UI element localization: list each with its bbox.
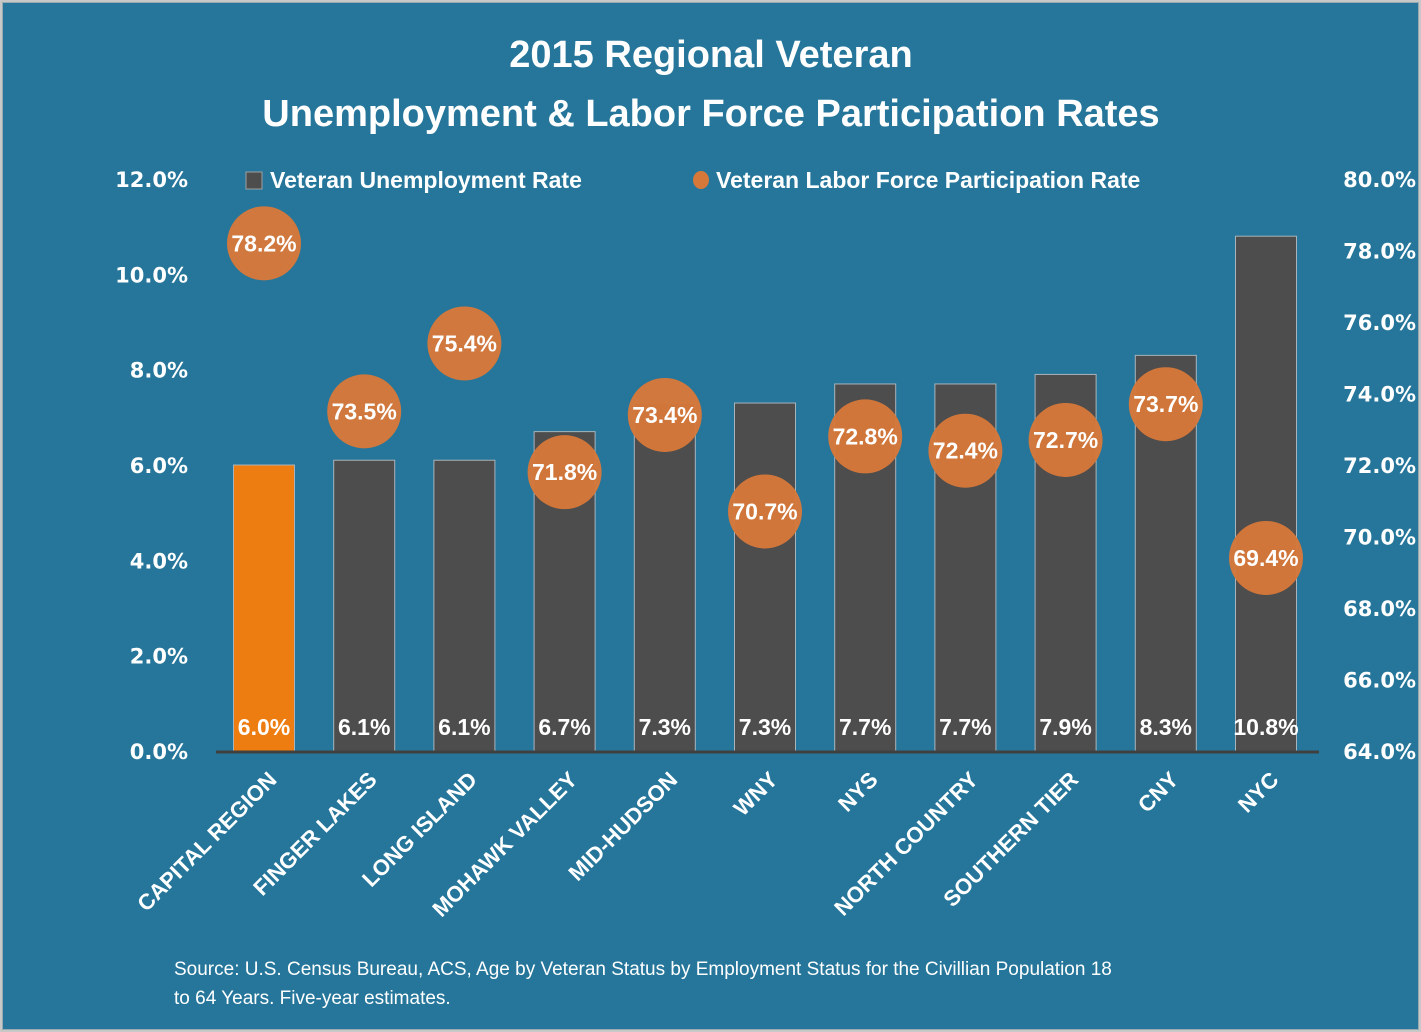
scatter-series: 78.2% 73.5% 75.4% 71.8% 73.4% 70.7% 72.8% 72.4%… (227, 206, 1303, 595)
left-axis-tick-label: 8.0% (130, 359, 188, 383)
bar-data-label: 6.1% (338, 714, 390, 740)
right-y-axis: 64.0% 66.0% 68.0% 70.0% 72.0% 74.0% 76.0% 78.0%… (1343, 168, 1416, 764)
bar-data-label: 8.3% (1140, 714, 1192, 740)
right-axis-tick-label: 64.0% (1343, 740, 1416, 764)
scatter-data-label: 72.7% (1033, 427, 1098, 453)
legend-swatch-participation (693, 171, 709, 189)
scatter-point (928, 413, 1003, 488)
x-axis-category-label: NYC (1233, 767, 1284, 818)
bar (433, 459, 496, 752)
scatter-point (1028, 402, 1103, 477)
scatter-data-label: 73.5% (332, 398, 397, 424)
chart: 2015 Regional Veteran Unemployment & Lab… (115, 34, 1416, 922)
bar-data-label: 6.0% (238, 714, 290, 740)
scatter-data-label: 73.4% (632, 402, 697, 428)
scatter-point (527, 435, 602, 510)
bar-data-label: 10.8% (1233, 714, 1298, 740)
legend-swatch-unemployment (245, 171, 263, 190)
left-axis-tick-label: 4.0% (130, 549, 188, 573)
chart-title-line-1: 2015 Regional Veteran (509, 34, 912, 76)
scatter-data-label: 72.4% (933, 438, 998, 464)
scatter-data-label: 73.7% (1133, 391, 1198, 417)
left-axis-tick-label: 12.0% (115, 168, 188, 192)
scatter-data-label: 72.8% (833, 423, 898, 449)
scatter-data-label: 75.4% (432, 330, 497, 356)
left-axis-tick-label: 0.0% (130, 740, 188, 764)
bar-series (233, 235, 1297, 752)
scatter-point (427, 306, 502, 381)
bar-data-label: 7.7% (939, 714, 991, 740)
right-axis-tick-label: 68.0% (1343, 597, 1416, 621)
bar (633, 402, 696, 752)
bar-data-labels: 6.0% 6.1% 6.1% 6.7% 7.3% 7.3% 7.7% 7.7% 7.9% 8.3%… (238, 714, 1299, 740)
scatter-point (227, 206, 301, 281)
x-axis-category-label: NYS (833, 767, 883, 817)
chart-title-line-2: Unemployment & Labor Force Participation… (262, 93, 1159, 135)
scatter-point (327, 374, 402, 449)
scatter-point (728, 474, 802, 549)
bar-data-label: 7.7% (839, 714, 891, 740)
bar-data-label: 7.3% (639, 714, 691, 740)
scatter-point (828, 399, 903, 474)
legend-label-unemployment: Veteran Unemployment Rate (270, 167, 582, 193)
scatter-point (627, 377, 702, 452)
scatter-data-label: 78.2% (231, 230, 296, 256)
right-axis-tick-label: 80.0% (1343, 168, 1416, 192)
bar-data-label: 6.1% (438, 714, 490, 740)
bar (734, 402, 796, 752)
scatter-point (1229, 520, 1303, 595)
legend: Veteran Unemployment Rate Veteran Labor … (245, 167, 1140, 193)
scatter-point (1128, 367, 1203, 442)
scatter-data-label: 71.8% (532, 459, 597, 485)
legend-label-participation: Veteran Labor Force Participation Rate (716, 167, 1140, 193)
bar (233, 464, 295, 752)
scatter-data-label: 70.7% (732, 498, 797, 524)
bar (1235, 235, 1297, 752)
left-axis-tick-label: 10.0% (115, 263, 188, 287)
bar (333, 459, 396, 752)
source-note: Source: U.S. Census Bureau, ACS, Age by … (174, 955, 1314, 1013)
source-line-1: Source: U.S. Census Bureau, ACS, Age by … (174, 959, 1112, 980)
right-axis-tick-label: 78.0% (1343, 240, 1416, 264)
source-line-2: to 64 Years. Five-year estimates. (174, 988, 451, 1009)
left-axis-tick-label: 6.0% (130, 454, 188, 478)
right-axis-tick-label: 70.0% (1343, 526, 1416, 550)
left-y-axis: 0.0% 2.0% 4.0% 6.0% 8.0% 10.0% 12.0% (115, 168, 188, 764)
bar-data-label: 6.7% (538, 714, 590, 740)
right-axis-tick-label: 66.0% (1343, 669, 1416, 693)
left-axis-tick-label: 2.0% (130, 645, 188, 669)
right-axis-tick-label: 76.0% (1343, 311, 1416, 335)
right-axis-tick-label: 72.0% (1343, 454, 1416, 478)
scatter-data-label: 69.4% (1233, 545, 1298, 571)
x-axis-category-label: WNY (729, 767, 783, 821)
bar-data-label: 7.3% (739, 714, 791, 740)
x-axis-category-label: CNY (1133, 767, 1184, 818)
bar-data-label: 7.9% (1039, 714, 1091, 740)
right-axis-tick-label: 74.0% (1343, 383, 1416, 407)
